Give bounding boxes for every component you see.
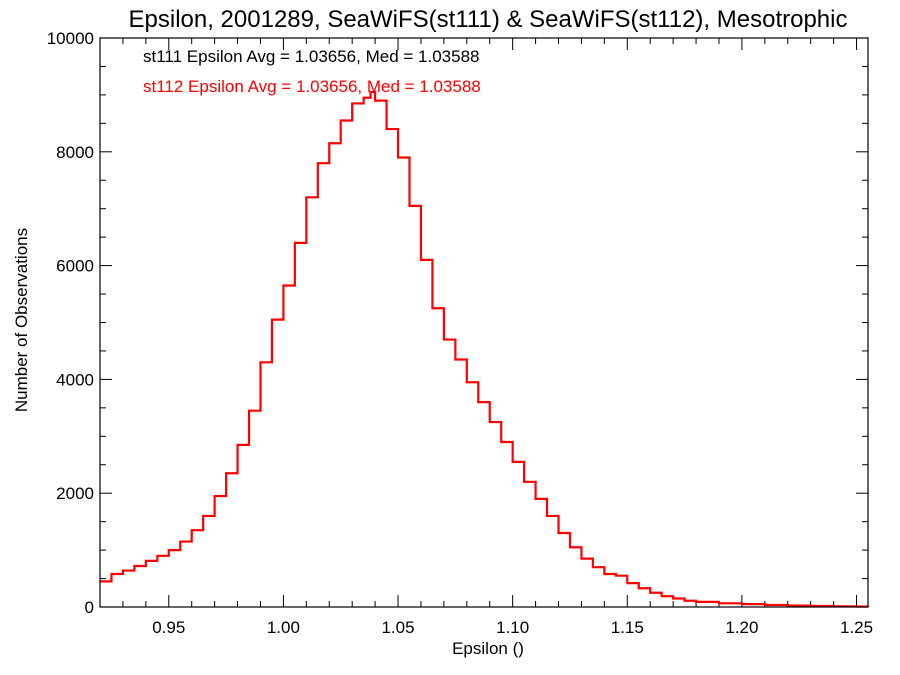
x-tick-label: 1.05 xyxy=(381,618,414,637)
y-tick-label: 0 xyxy=(85,598,94,617)
series-layer xyxy=(100,90,870,608)
x-tick-label: 1.25 xyxy=(840,618,873,637)
y-tick-label: 2000 xyxy=(56,484,94,503)
x-tick-label: 1.20 xyxy=(725,618,758,637)
y-tick-label: 10000 xyxy=(47,29,94,48)
x-tick-label: 1.00 xyxy=(267,618,300,637)
y-tick-label: 4000 xyxy=(56,370,94,389)
x-tick-label: 1.15 xyxy=(611,618,644,637)
x-tick-label: 1.10 xyxy=(496,618,529,637)
annotation-st112: st112 Epsilon Avg = 1.03656, Med = 1.035… xyxy=(143,77,481,96)
y-axis-label: Number of Observations xyxy=(12,228,31,412)
y-tick-label: 8000 xyxy=(56,143,94,162)
chart-title: Epsilon, 2001289, SeaWiFS(st111) & SeaWi… xyxy=(129,6,848,33)
annotation-st111: st111 Epsilon Avg = 1.03656, Med = 1.035… xyxy=(143,47,479,66)
x-axis-label: Epsilon () xyxy=(452,639,524,658)
series-line-0 xyxy=(100,90,870,608)
y-tick-label: 6000 xyxy=(56,257,94,276)
plot-frame xyxy=(99,37,869,608)
axis-ticks: 0.95 1.00 1.05 1.10 1.15 1.20 1.25 0 2000 4000 600… xyxy=(47,29,873,637)
x-tick-label: 0.95 xyxy=(152,618,185,637)
